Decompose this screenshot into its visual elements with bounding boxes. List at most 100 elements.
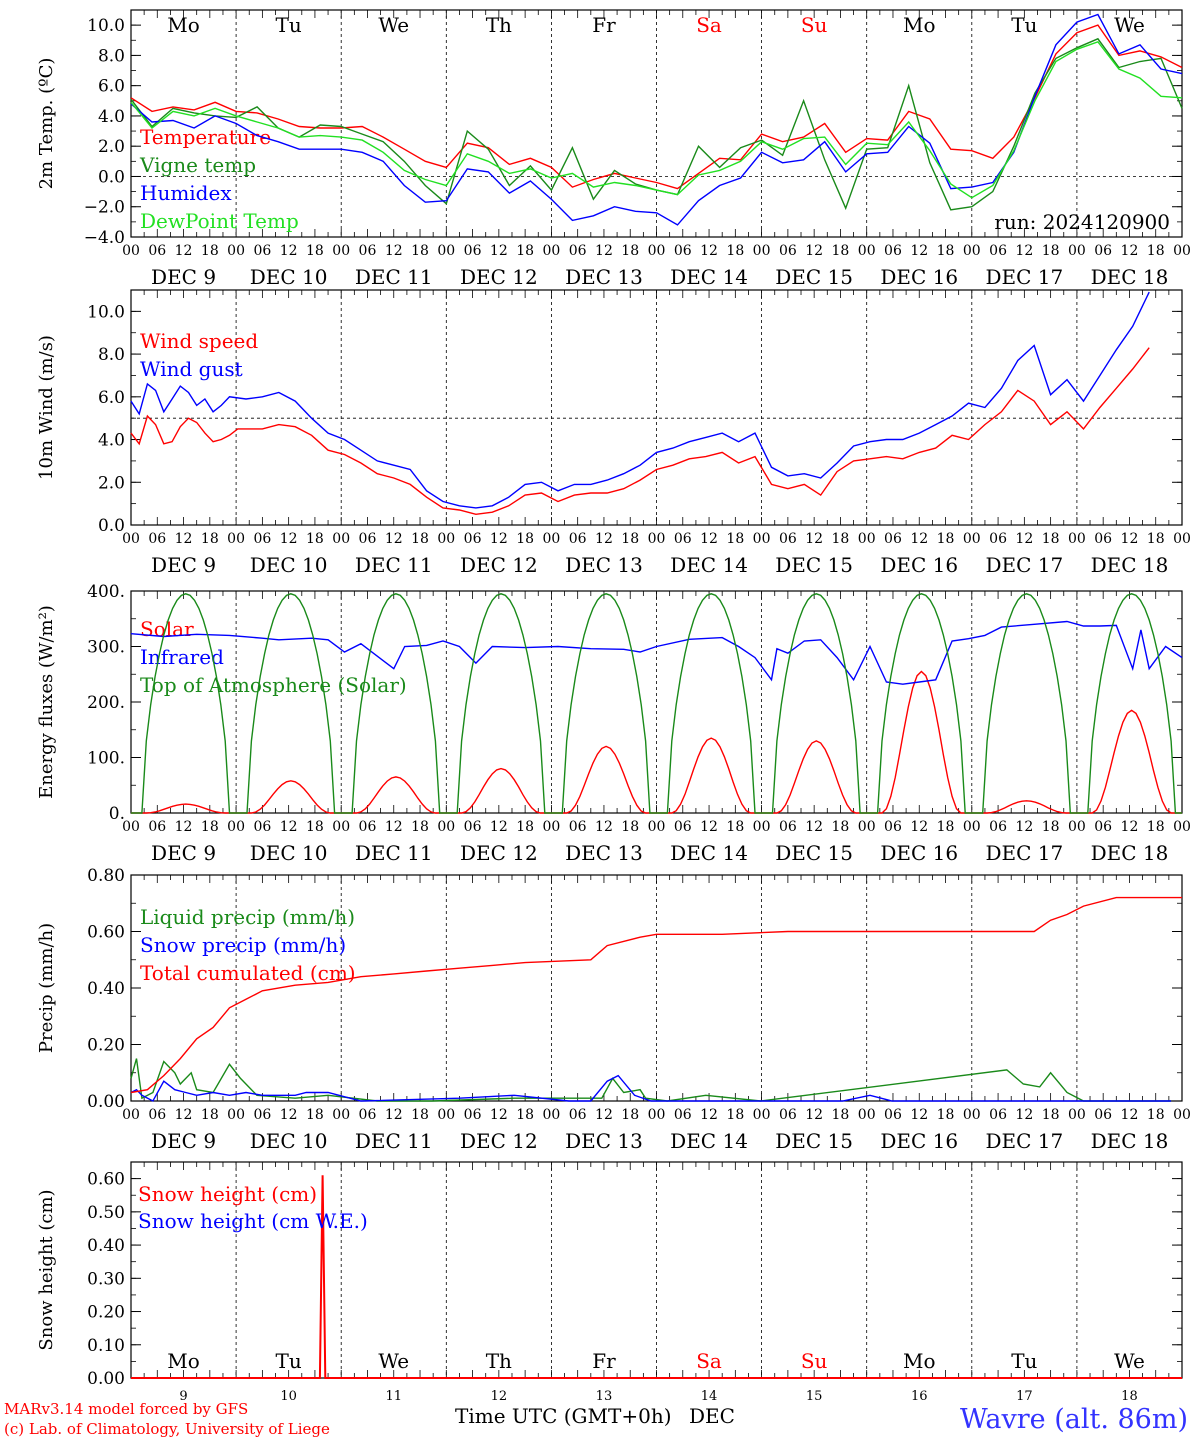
copyright: (c) Lab. of Climatology, University of L… bbox=[4, 1420, 330, 1438]
hour-tick-label: 00 bbox=[1068, 819, 1086, 835]
y-tick-label: 100. bbox=[87, 749, 125, 769]
hour-tick-label: 00 bbox=[332, 819, 350, 835]
hour-tick-label: 06 bbox=[569, 819, 587, 835]
date-label: DEC 11 bbox=[355, 1129, 433, 1153]
y-tick-label: 0.60 bbox=[87, 923, 125, 943]
hour-tick-label: 06 bbox=[464, 1107, 482, 1123]
legend-entry: Vigne temp bbox=[139, 153, 256, 177]
hour-tick-label: 00 bbox=[648, 531, 666, 547]
y-tick-label: 10.0 bbox=[87, 302, 125, 322]
weekday-label: We bbox=[378, 1349, 409, 1373]
legend-entry: Wind gust bbox=[140, 357, 243, 381]
series-line-precip bbox=[130, 1058, 1172, 1102]
y-axis-label: 2m Temp. (ºC) bbox=[36, 58, 57, 190]
hour-tick-label: 06 bbox=[253, 819, 271, 835]
hour-tick-label: 18 bbox=[516, 531, 534, 547]
hour-tick-label: 06 bbox=[359, 1107, 377, 1123]
weekday-label: Th bbox=[486, 13, 512, 37]
hour-tick-label: 18 bbox=[1042, 243, 1060, 259]
hour-tick-label: 00 bbox=[122, 531, 140, 547]
hour-tick-label: 06 bbox=[884, 819, 902, 835]
hour-tick-label: 18 bbox=[306, 531, 324, 547]
hour-tick-label: 06 bbox=[779, 819, 797, 835]
date-label: DEC 14 bbox=[670, 841, 748, 865]
date-label: DEC 11 bbox=[355, 553, 433, 577]
hour-tick-label: 06 bbox=[148, 531, 166, 547]
hour-tick-label: 18 bbox=[937, 819, 955, 835]
weekday-label: Su bbox=[801, 1349, 828, 1373]
legend-entry: Infrared bbox=[140, 645, 224, 669]
date-label: DEC 11 bbox=[355, 265, 433, 289]
y-axis-label: Energy fluxes (W/m²) bbox=[36, 605, 57, 799]
date-label: DEC 10 bbox=[250, 553, 328, 577]
y-tick-label: 6.0 bbox=[98, 77, 125, 97]
hour-tick-label: 00 bbox=[648, 819, 666, 835]
weekday-label: Th bbox=[486, 1349, 512, 1373]
y-tick-label: 0.50 bbox=[87, 1203, 125, 1223]
hour-tick-label: 00 bbox=[437, 819, 455, 835]
hour-tick-label: 06 bbox=[1094, 819, 1112, 835]
hour-tick-label: 12 bbox=[490, 531, 508, 547]
hour-tick-label: 18 bbox=[1042, 531, 1060, 547]
date-label: DEC 15 bbox=[775, 841, 853, 865]
hour-tick-label: 18 bbox=[726, 819, 744, 835]
y-tick-label: 0.10 bbox=[87, 1336, 125, 1356]
hour-tick-label: 18 bbox=[306, 243, 324, 259]
legend-entry: Humidex bbox=[140, 181, 232, 205]
day-number-label: 18 bbox=[1121, 1389, 1138, 1404]
hour-tick-label: 12 bbox=[1015, 531, 1033, 547]
date-label: DEC 15 bbox=[775, 265, 853, 289]
hour-tick-label: 00 bbox=[1068, 243, 1086, 259]
hour-tick-label: 00 bbox=[648, 1107, 666, 1123]
weekday-label: Sa bbox=[696, 1349, 722, 1373]
date-label: DEC 14 bbox=[670, 1129, 748, 1153]
day-number-label: 10 bbox=[280, 1389, 297, 1404]
hour-tick-label: 00 bbox=[227, 819, 245, 835]
hour-tick-label: 12 bbox=[910, 531, 928, 547]
date-label: DEC 16 bbox=[880, 265, 958, 289]
hour-tick-label: 06 bbox=[569, 531, 587, 547]
weekday-label: Mo bbox=[903, 1349, 936, 1373]
hour-tick-label: 18 bbox=[621, 1107, 639, 1123]
series-line-energy bbox=[131, 593, 1182, 814]
hour-tick-label: 18 bbox=[411, 243, 429, 259]
y-tick-label: 0.00 bbox=[87, 1092, 125, 1112]
date-label: DEC 13 bbox=[565, 1129, 643, 1153]
hour-tick-label: 18 bbox=[1147, 819, 1165, 835]
y-tick-label: 8.0 bbox=[98, 345, 125, 365]
hour-tick-label: 12 bbox=[595, 819, 613, 835]
station-name: Wavre (alt. 86m) bbox=[960, 1404, 1188, 1435]
hour-tick-label: 06 bbox=[989, 1107, 1007, 1123]
hour-tick-label: 00 bbox=[227, 531, 245, 547]
y-tick-label: −4.0 bbox=[84, 228, 125, 248]
hour-tick-label: 12 bbox=[805, 1107, 823, 1123]
hour-tick-label: 18 bbox=[411, 531, 429, 547]
hour-tick-label: 00 bbox=[648, 243, 666, 259]
hour-tick-label: 06 bbox=[464, 531, 482, 547]
hour-tick-label: 18 bbox=[201, 1107, 219, 1123]
weekday-label: Mo bbox=[903, 13, 936, 37]
hour-tick-label: 06 bbox=[989, 531, 1007, 547]
hour-tick-label: 06 bbox=[1094, 243, 1112, 259]
date-label: DEC 16 bbox=[880, 553, 958, 577]
y-tick-label: −2.0 bbox=[84, 198, 125, 218]
hour-tick-label: 00 bbox=[542, 531, 560, 547]
hour-tick-label: 18 bbox=[1147, 1107, 1165, 1123]
hour-tick-label: 12 bbox=[490, 819, 508, 835]
hour-tick-label: 06 bbox=[779, 531, 797, 547]
hour-tick-label: 00 bbox=[542, 243, 560, 259]
weekday-label: Tu bbox=[276, 1349, 302, 1373]
series-line-wind bbox=[130, 291, 1150, 509]
hour-tick-label: 00 bbox=[1173, 531, 1191, 547]
hour-tick-label: 12 bbox=[910, 819, 928, 835]
hour-tick-label: 12 bbox=[175, 531, 193, 547]
hour-tick-label: 00 bbox=[753, 819, 771, 835]
hour-tick-label: 18 bbox=[937, 243, 955, 259]
day-number-label: 12 bbox=[491, 1389, 508, 1404]
hour-tick-label: 00 bbox=[1173, 243, 1191, 259]
hour-tick-label: 06 bbox=[148, 243, 166, 259]
hour-tick-label: 06 bbox=[359, 243, 377, 259]
hour-tick-label: 12 bbox=[280, 243, 298, 259]
hour-tick-label: 18 bbox=[1147, 531, 1165, 547]
hour-tick-label: 00 bbox=[1173, 819, 1191, 835]
